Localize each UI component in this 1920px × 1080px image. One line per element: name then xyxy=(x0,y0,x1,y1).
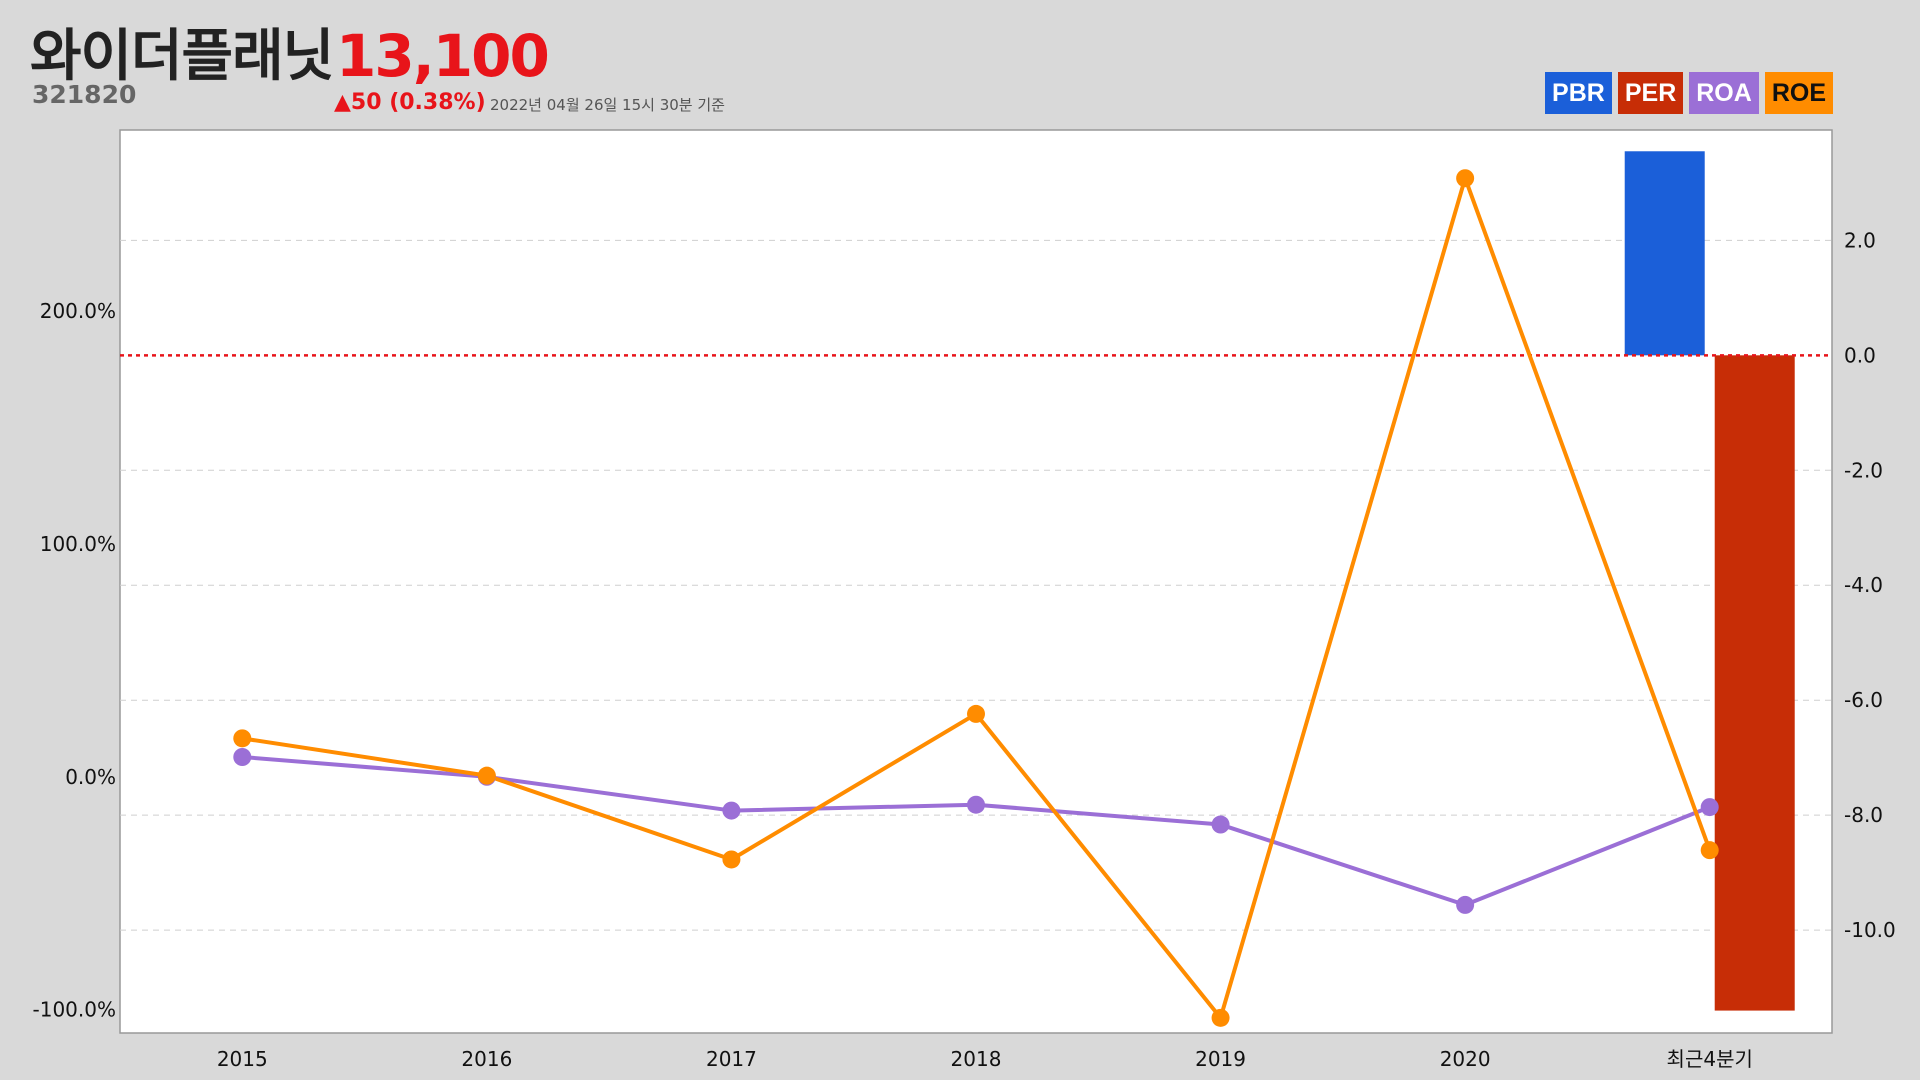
right-axis-tick-label: 0.0 xyxy=(1844,343,1876,367)
left-axis-tick-label: 0.0% xyxy=(65,765,116,789)
price-change: ▲50 (0.38%) xyxy=(334,90,486,115)
bar-per xyxy=(1714,355,1795,1011)
company-name: 와이더플래닛 xyxy=(30,24,334,89)
right-axis-tick-label: -10.0 xyxy=(1844,918,1896,942)
data-point-roe xyxy=(1700,841,1719,860)
x-axis-tick-label: 2018 xyxy=(951,1047,1002,1071)
left-axis-tick-label: 200.0% xyxy=(40,299,116,323)
data-point-roa xyxy=(1456,895,1475,914)
legend-item-per[interactable]: PER xyxy=(1617,72,1684,114)
ticker-code: 321820 xyxy=(32,80,137,109)
data-point-roa xyxy=(967,795,985,814)
legend-item-roe[interactable]: ROE xyxy=(1764,72,1833,114)
right-axis-tick-label: -8.0 xyxy=(1844,803,1883,827)
x-axis-tick-label: 2019 xyxy=(1195,1047,1246,1071)
x-axis-tick-label: 2017 xyxy=(706,1047,757,1071)
data-point-roa xyxy=(233,747,252,766)
timestamp: 2022년 04월 26일 15시 30분 기준 xyxy=(490,96,725,114)
plot-background xyxy=(119,129,1833,1034)
stock-header: 와이더플래닛 13,100 321820 ▲50 (0.38%) 2022년 0… xyxy=(0,0,1920,130)
chart-legend: PBR PER ROA ROE xyxy=(1545,72,1833,114)
x-axis-tick-label: 2015 xyxy=(217,1047,268,1071)
x-axis-tick-label: 2020 xyxy=(1440,1047,1491,1071)
legend-item-pbr[interactable]: PBR xyxy=(1545,72,1612,114)
legend-item-roa[interactable]: ROA xyxy=(1689,72,1759,114)
left-axis-tick-label: 100.0% xyxy=(40,532,116,556)
x-axis-tick-label: 최근4분기 xyxy=(1667,1047,1753,1071)
right-axis-tick-label: -4.0 xyxy=(1844,573,1883,597)
right-axis-tick-label: 2.0 xyxy=(1844,228,1876,252)
x-axis-tick-label: 2016 xyxy=(461,1047,512,1071)
data-point-roa xyxy=(1700,798,1719,817)
current-price: 13,100 xyxy=(336,22,550,90)
data-point-roe xyxy=(1211,1008,1230,1027)
data-point-roa xyxy=(722,801,741,820)
data-point-roa xyxy=(1211,815,1230,834)
data-point-roe xyxy=(967,704,985,723)
right-axis-tick-label: -6.0 xyxy=(1844,688,1883,712)
data-point-roe xyxy=(1456,169,1475,188)
data-point-roe xyxy=(233,729,252,748)
right-axis-tick-label: -2.0 xyxy=(1844,458,1883,482)
data-point-roe xyxy=(477,766,496,785)
bar-pbr xyxy=(1624,151,1705,356)
data-point-roe xyxy=(722,850,741,869)
left-axis-tick-label: -100.0% xyxy=(33,998,116,1022)
